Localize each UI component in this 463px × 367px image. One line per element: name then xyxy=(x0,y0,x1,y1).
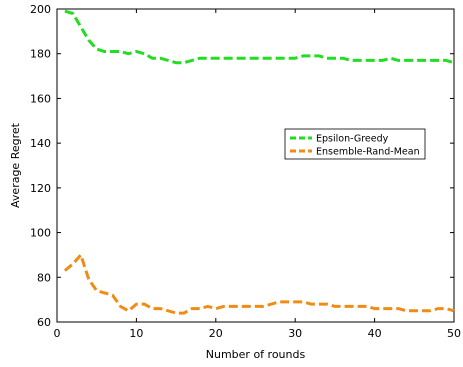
y-tick-label: 140 xyxy=(30,137,51,150)
x-axis-label: Number of rounds xyxy=(206,348,306,361)
legend-box xyxy=(284,128,426,160)
y-tick-label: 60 xyxy=(37,316,51,329)
series-line-2 xyxy=(63,253,455,315)
y-tick-label: 80 xyxy=(37,271,51,284)
y-tick-label: 120 xyxy=(30,182,51,195)
y-tick-label: 200 xyxy=(30,3,51,16)
x-tick-label: 0 xyxy=(54,327,61,340)
axis-ticks xyxy=(56,8,455,323)
x-tick-label: 10 xyxy=(129,327,143,340)
plot-area xyxy=(56,8,455,323)
x-tick-label: 40 xyxy=(368,327,382,340)
x-tick-label: 50 xyxy=(447,327,461,340)
series-lines xyxy=(63,9,455,315)
series-line-1 xyxy=(64,9,455,65)
y-axis-label: Average Regret xyxy=(9,122,22,208)
tick-labels: 0 10 20 30 40 50 60 80 100 120 140 160 180 200 xyxy=(30,3,461,340)
legend: Epsilon-Greedy Ensemble-Rand-Mean xyxy=(284,128,426,160)
x-tick-label: 20 xyxy=(209,327,223,340)
plot-frame xyxy=(56,8,455,323)
y-tick-label: 160 xyxy=(30,92,51,105)
legend-label-2: Ensemble-Rand-Mean xyxy=(316,147,420,158)
x-tick-label: 30 xyxy=(288,327,302,340)
y-tick-label: 100 xyxy=(30,227,51,240)
y-tick-label: 180 xyxy=(30,48,51,61)
legend-label-1: Epsilon-Greedy xyxy=(316,134,389,145)
